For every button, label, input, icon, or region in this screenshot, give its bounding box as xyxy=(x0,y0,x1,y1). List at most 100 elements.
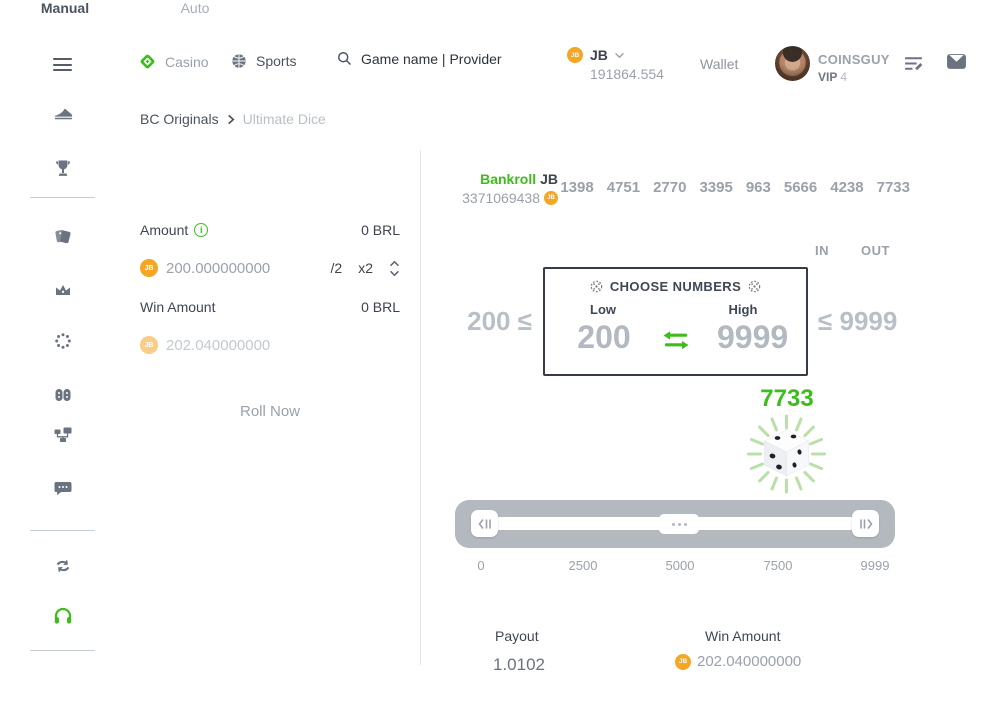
slider-high-handle[interactable] xyxy=(852,510,879,537)
dice-cube xyxy=(763,429,810,477)
sports-ball-icon xyxy=(230,52,248,70)
die-icon xyxy=(590,280,603,293)
half-bet-button[interactable]: /2 xyxy=(330,260,343,276)
scale-tick: 0 xyxy=(477,558,485,573)
swap-values-icon[interactable] xyxy=(663,331,689,349)
nav-sports[interactable]: Sports xyxy=(230,52,296,70)
roll-history: 1398 4751 2770 3395 963 5666 4238 7733 xyxy=(560,179,910,196)
roll-now-button[interactable]: Roll Now xyxy=(140,403,400,420)
transactions-icon[interactable] xyxy=(903,55,924,72)
bankroll-value: 3371069438 xyxy=(462,190,540,206)
win-amount-input xyxy=(166,336,400,354)
rail-divider xyxy=(30,650,95,651)
jb-coin-icon: JB xyxy=(140,259,158,277)
stats-row: Payout 1.0102 Win Amount JB 202.04000000… xyxy=(440,622,910,671)
casino-diamond-icon xyxy=(138,52,157,71)
scale-tick: 7500 xyxy=(763,558,793,573)
jb-coin-icon: JB xyxy=(544,191,558,205)
history-roll: 4238 xyxy=(830,179,864,196)
user-info[interactable]: COINSGUY VIP 4 xyxy=(818,52,890,84)
low-value-input[interactable]: 200 xyxy=(577,319,631,355)
range-min: 200 ≤ xyxy=(467,306,532,336)
choose-numbers-title: CHOOSE NUMBERS xyxy=(609,279,742,294)
rail-trophy-icon[interactable] xyxy=(53,158,73,178)
rail-divider xyxy=(30,197,95,198)
rail-swap-icon[interactable] xyxy=(53,556,73,576)
balance-currency: JB xyxy=(590,47,608,63)
dice-graphic xyxy=(744,410,830,498)
history-roll: 4751 xyxy=(606,179,641,196)
rail-chat-icon[interactable] xyxy=(53,478,73,498)
range-max: ≤ 9999 xyxy=(818,306,898,336)
scale-tick: 9999 xyxy=(860,558,890,573)
game-search[interactable] xyxy=(336,50,521,67)
scale-tick: 2500 xyxy=(568,558,598,573)
die-icon xyxy=(748,280,761,293)
nav-casino[interactable]: Casino xyxy=(138,52,209,71)
username: COINSGUY xyxy=(818,52,890,67)
win-amount-header: Win Amount 0 BRL xyxy=(140,299,400,315)
breadcrumb-chevron-icon xyxy=(227,114,235,125)
breadcrumb-parent[interactable]: BC Originals xyxy=(140,111,219,127)
bankroll: Bankroll JB 3371069438 JB xyxy=(440,171,558,206)
amount-field: JB /2 x2 xyxy=(140,253,400,283)
slider-low-handle[interactable] xyxy=(471,510,498,537)
history-roll: 7733 xyxy=(876,179,910,196)
win-amount-field: JB xyxy=(140,330,400,360)
balance-selector[interactable]: JB JB 191864.554 xyxy=(567,47,664,82)
low-label: Low xyxy=(590,302,616,317)
tab-auto[interactable]: Auto xyxy=(180,0,210,16)
vip-label: VIP xyxy=(818,70,838,84)
history-roll: 2770 xyxy=(653,179,687,196)
bankroll-label: Bankroll xyxy=(480,171,537,187)
chevron-down-icon xyxy=(614,52,625,59)
rail-affiliate-network-icon[interactable] xyxy=(53,425,73,445)
range-slider[interactable] xyxy=(455,500,895,548)
win-amount-stat-label: Win Amount xyxy=(705,628,781,644)
rail-promotions-icon[interactable] xyxy=(53,227,73,247)
history-roll: 5666 xyxy=(783,179,818,196)
rail-divider xyxy=(30,530,95,531)
payout-value: 1.0102 xyxy=(493,655,545,671)
mail-icon[interactable] xyxy=(946,53,967,70)
history-roll: 1398 xyxy=(560,179,594,196)
rail-bonus-ring-icon[interactable] xyxy=(53,331,73,351)
amount-fiat: 0 BRL xyxy=(361,222,400,238)
jb-coin-icon: JB xyxy=(675,653,691,670)
panel-divider xyxy=(420,150,421,665)
mode-in-toggle[interactable]: IN xyxy=(815,243,829,258)
search-input[interactable] xyxy=(361,50,521,67)
rail-vip-crown-icon[interactable] xyxy=(53,280,73,300)
nav-casino-label: Casino xyxy=(165,53,209,70)
slider-drag-tab[interactable] xyxy=(659,514,699,534)
balance-amount: 191864.554 xyxy=(590,66,664,82)
double-bet-button[interactable]: x2 xyxy=(358,260,373,276)
bet-mode-tabs: Manual Auto xyxy=(0,0,260,16)
rail-sneaker-icon[interactable] xyxy=(53,103,73,123)
nav-sports-label: Sports xyxy=(256,53,297,69)
mode-out-toggle[interactable]: OUT xyxy=(861,243,890,258)
avatar[interactable] xyxy=(775,46,810,81)
rail-dice-pair-icon[interactable] xyxy=(53,385,73,405)
breadcrumb: BC Originals Ultimate Dice xyxy=(140,111,326,127)
tab-manual[interactable]: Manual xyxy=(40,0,90,16)
roll-result: 7733 xyxy=(760,385,814,412)
breadcrumb-current: Ultimate Dice xyxy=(242,111,326,127)
win-amount-stat-value: 202.040000000 xyxy=(697,653,802,670)
history-roll: 963 xyxy=(745,179,771,196)
win-amount-label: Win Amount xyxy=(140,299,216,315)
wallet-button[interactable]: Wallet xyxy=(700,56,739,72)
scale-tick: 5000 xyxy=(665,558,695,573)
win-amount-fiat: 0 BRL xyxy=(361,299,400,315)
slider-scale: 0 2500 5000 7500 9999 xyxy=(455,558,895,576)
high-value-input[interactable]: 9999 xyxy=(717,319,789,355)
bankroll-currency: JB xyxy=(540,171,558,187)
amount-stepper[interactable] xyxy=(385,260,400,277)
sunburst-rays xyxy=(747,414,826,494)
win-amount-stat: JB 202.040000000 xyxy=(675,653,801,670)
info-icon[interactable]: i xyxy=(194,223,209,237)
menu-icon[interactable] xyxy=(53,55,72,74)
amount-input[interactable] xyxy=(166,259,319,277)
rail-support-headset-icon[interactable] xyxy=(53,606,73,626)
